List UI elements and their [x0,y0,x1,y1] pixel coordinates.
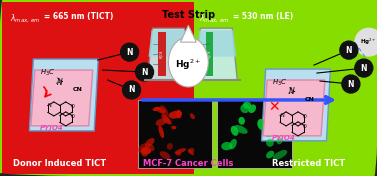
Polygon shape [29,59,98,131]
Text: MCF-7 Cancer Cells: MCF-7 Cancer Cells [143,159,234,168]
Text: Donor Induced TICT: Donor Induced TICT [13,159,106,168]
Ellipse shape [243,102,251,109]
Text: $H_3C$: $H_3C$ [273,78,288,88]
Ellipse shape [265,115,271,128]
Ellipse shape [145,138,155,147]
Ellipse shape [187,149,194,155]
Text: N: N [48,103,52,108]
Ellipse shape [190,113,195,119]
Text: $\lambda_{max,\,em}$: $\lambda_{max,\,em}$ [10,12,40,24]
Text: PYJO4: PYJO4 [160,50,164,58]
Text: PYJO4: PYJO4 [272,135,296,141]
Polygon shape [169,37,208,87]
Ellipse shape [138,143,148,153]
Ellipse shape [229,139,237,149]
Circle shape [121,43,139,61]
Polygon shape [263,80,325,136]
Ellipse shape [273,150,287,160]
Text: = 665 nm (TICT): = 665 nm (TICT) [44,12,113,21]
Ellipse shape [266,139,274,147]
Ellipse shape [152,107,160,111]
Circle shape [122,81,141,99]
Polygon shape [196,30,236,57]
Ellipse shape [155,107,166,114]
Ellipse shape [240,104,250,113]
Ellipse shape [156,118,167,126]
Text: N: N [348,80,354,89]
Bar [217,100,292,168]
Text: = 530 nm (LE): = 530 nm (LE) [233,12,293,21]
Text: Restricted TICT: Restricted TICT [273,159,345,168]
Ellipse shape [265,122,277,133]
Bar [2,2,188,174]
Ellipse shape [221,142,232,150]
Ellipse shape [165,116,172,125]
Ellipse shape [167,143,173,150]
Ellipse shape [272,101,284,112]
Text: O: O [71,104,74,109]
Bar [158,32,166,76]
Text: PYJO4: PYJO4 [208,50,212,58]
Ellipse shape [176,110,182,118]
Text: CN: CN [305,98,315,102]
Ellipse shape [141,147,151,154]
Text: Test Strip: Test Strip [162,10,215,20]
Text: $N$: $N$ [56,76,64,87]
Bar [138,100,212,168]
Text: O: O [71,114,74,119]
Text: ✕: ✕ [268,100,280,114]
Bar [206,32,213,76]
Ellipse shape [189,148,194,153]
Ellipse shape [161,114,170,124]
Ellipse shape [266,151,274,158]
Polygon shape [149,30,188,57]
Circle shape [355,28,378,56]
Ellipse shape [171,126,177,129]
Ellipse shape [257,119,266,130]
Text: $N$: $N$ [288,86,296,96]
Text: N: N [128,86,135,95]
Polygon shape [262,69,330,141]
Circle shape [136,63,153,81]
Text: Hg$^{2+}$: Hg$^{2+}$ [361,37,377,47]
Ellipse shape [276,138,282,144]
Ellipse shape [169,111,182,119]
Ellipse shape [160,151,170,159]
Ellipse shape [141,149,148,157]
Text: N: N [280,113,284,118]
Polygon shape [147,28,189,80]
Text: N: N [126,48,133,57]
Ellipse shape [175,152,181,156]
Polygon shape [180,25,196,42]
Circle shape [342,75,360,93]
Ellipse shape [147,143,155,151]
Ellipse shape [239,117,245,125]
Circle shape [355,59,373,77]
Text: N: N [141,68,148,77]
Ellipse shape [231,126,238,136]
Text: O: O [303,124,307,129]
Text: $\lambda_{max,\,em}$: $\lambda_{max,\,em}$ [199,12,229,24]
Text: CN: CN [73,87,83,93]
Polygon shape [31,70,93,126]
Text: PYJO4: PYJO4 [40,125,64,131]
Text: N: N [361,64,367,73]
Ellipse shape [272,106,282,118]
Ellipse shape [264,128,276,137]
Ellipse shape [175,148,186,154]
Polygon shape [195,28,237,80]
Text: Hg$^{2+}$: Hg$^{2+}$ [175,58,201,72]
Circle shape [340,41,358,59]
Ellipse shape [160,105,168,117]
Text: O: O [303,114,307,119]
Text: $H_3C$: $H_3C$ [40,68,56,78]
Text: N: N [345,46,352,55]
Ellipse shape [234,125,248,134]
Ellipse shape [158,125,164,138]
Ellipse shape [248,104,256,113]
Bar [184,2,194,174]
